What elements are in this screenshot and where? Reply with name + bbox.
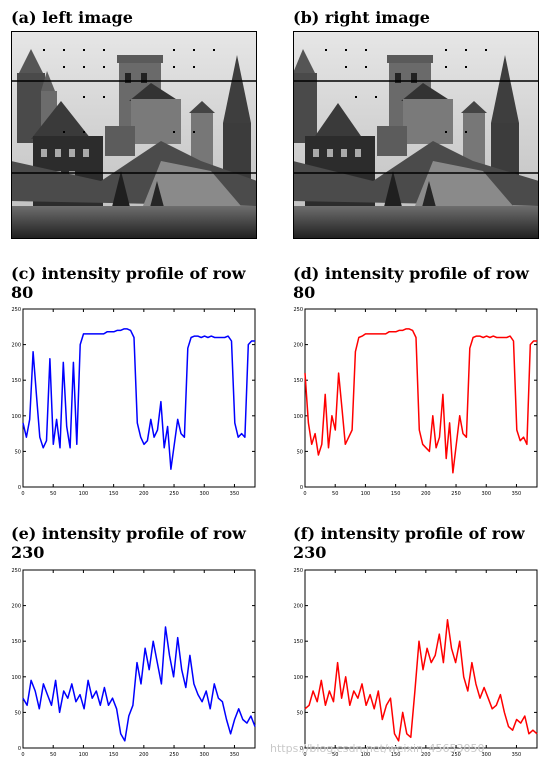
- x-tick-label: 300: [481, 752, 491, 758]
- y-tick-label: 250: [293, 568, 303, 574]
- y-tick-label: 100: [11, 414, 21, 420]
- y-tick-label: 50: [15, 710, 21, 716]
- x-tick-label: 250: [451, 752, 461, 758]
- left-castle-image: [11, 31, 257, 239]
- plot-frame: [304, 308, 538, 488]
- x-tick-label: 50: [50, 752, 56, 758]
- y-tick-label: 250: [11, 307, 21, 313]
- x-tick-label: 100: [361, 752, 371, 758]
- y-tick-label: 200: [293, 604, 303, 610]
- x-tick-label: 300: [199, 752, 209, 758]
- x-tick-label: 100: [361, 491, 371, 497]
- chart-row-230-left: 0 50 100 150 200 250 300 350 0 50 100 150 200 250: [11, 568, 256, 758]
- x-tick-label: 150: [109, 491, 119, 497]
- x-tick-label: 350: [512, 491, 522, 497]
- chart-row-80-right: 0 50 100 150 200 250 300 350 0 50 100 150 200 250: [293, 307, 538, 497]
- caption-b: (b) right image: [293, 8, 430, 27]
- y-tick-label: 200: [293, 343, 303, 349]
- y-tick-label: 150: [11, 378, 21, 384]
- x-tick-label: 0: [21, 752, 24, 758]
- caption-c: (c) intensity profile of row 80: [11, 264, 252, 302]
- intensity-line: [304, 619, 538, 742]
- y-tick-label: 200: [11, 343, 21, 349]
- caption-e: (e) intensity profile of row 230: [11, 524, 252, 562]
- y-tick-label: 150: [293, 639, 303, 645]
- y-tick-label: 50: [15, 449, 21, 455]
- x-tick-label: 300: [199, 491, 209, 497]
- x-tick-label: 150: [391, 491, 401, 497]
- intensity-line: [22, 626, 256, 742]
- plot-frame: [22, 308, 256, 488]
- x-tick-label: 300: [481, 491, 491, 497]
- chart-row-80-left: 0 50 100 150 200 250 300 350 0 50 100 150 200 250: [11, 307, 256, 497]
- x-tick-label: 200: [139, 491, 149, 497]
- x-tick-label: 100: [79, 752, 89, 758]
- y-tick-label: 100: [11, 675, 21, 681]
- x-tick-label: 200: [421, 491, 431, 497]
- x-tick-label: 150: [391, 752, 401, 758]
- plot-frame: [22, 569, 256, 749]
- x-tick-label: 50: [332, 752, 338, 758]
- intensity-line: [304, 328, 537, 474]
- x-tick-label: 250: [451, 491, 461, 497]
- y-tick-label: 250: [11, 568, 21, 574]
- chart-row-230-right: 0 50 100 150 200 250 300 350 0 50 100 150 200 250: [293, 568, 538, 758]
- y-tick-label: 250: [293, 307, 303, 313]
- intensity-line: [22, 328, 255, 470]
- x-tick-label: 0: [303, 752, 306, 758]
- x-tick-label: 50: [50, 491, 56, 497]
- caption-d: (d) intensity profile of row 80: [293, 264, 535, 302]
- x-tick-label: 200: [139, 752, 149, 758]
- caption-a: (a) left image: [11, 8, 133, 27]
- x-tick-label: 50: [332, 491, 338, 497]
- x-tick-label: 350: [230, 491, 240, 497]
- watermark: https://blog.csdn.net/weixin_45653050: [270, 742, 485, 755]
- y-tick-label: 150: [293, 378, 303, 384]
- x-tick-label: 350: [230, 752, 240, 758]
- x-tick-label: 250: [169, 752, 179, 758]
- y-tick-label: 0: [18, 485, 21, 491]
- y-tick-label: 100: [293, 675, 303, 681]
- x-tick-label: 150: [109, 752, 119, 758]
- y-tick-label: 200: [11, 604, 21, 610]
- y-tick-label: 0: [300, 485, 303, 491]
- y-tick-label: 0: [300, 746, 303, 752]
- y-tick-label: 0: [18, 746, 21, 752]
- x-tick-label: 250: [169, 491, 179, 497]
- y-tick-label: 100: [293, 414, 303, 420]
- x-tick-label: 0: [303, 491, 306, 497]
- y-tick-label: 150: [11, 639, 21, 645]
- y-tick-label: 50: [297, 710, 303, 716]
- x-tick-label: 100: [79, 491, 89, 497]
- x-tick-label: 0: [21, 491, 24, 497]
- y-tick-label: 50: [297, 449, 303, 455]
- x-tick-label: 200: [421, 752, 431, 758]
- right-castle-image: [293, 31, 539, 239]
- x-tick-label: 350: [512, 752, 522, 758]
- caption-f: (f) intensity profile of row 230: [293, 524, 531, 562]
